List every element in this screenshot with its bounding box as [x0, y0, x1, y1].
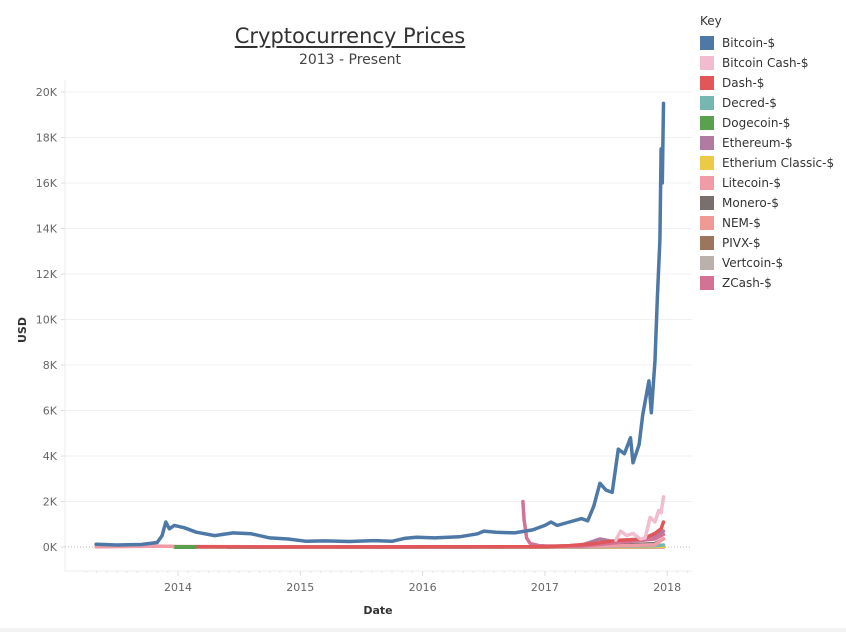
legend-item[interactable]: Decred-$ — [700, 93, 834, 113]
series-line-dash — [194, 520, 666, 549]
legend-swatch — [700, 36, 714, 50]
legend-label: Dogecoin-$ — [722, 116, 791, 130]
legend-item[interactable]: Litecoin-$ — [700, 173, 834, 193]
legend-item[interactable]: NEM-$ — [700, 213, 834, 233]
x-axis-ticks: 2014 2015 2016 2017 2018 — [85, 571, 689, 594]
y-axis-title: USD — [16, 317, 29, 343]
y-tick-label: 2K — [43, 496, 58, 509]
legend-label: Ethereum-$ — [722, 136, 793, 150]
legend-swatch — [700, 116, 714, 130]
legend-title: Key — [700, 14, 722, 28]
legend: Key Bitcoin-$ Bitcoin Cash-$ Dash-$ Decred-… — [700, 14, 834, 293]
legend-label: Etherium Classic-$ — [722, 156, 835, 170]
x-tick-label: 2016 — [409, 581, 437, 594]
legend-item[interactable]: Monero-$ — [700, 193, 834, 213]
legend-label: Vertcoin-$ — [722, 256, 784, 270]
legend-label: ZCash-$ — [722, 276, 772, 290]
legend-label: Dash-$ — [722, 76, 765, 90]
chart-title: Cryptocurrency Prices — [234, 24, 466, 48]
legend-item[interactable]: Bitcoin-$ — [700, 33, 834, 53]
legend-item[interactable]: Dash-$ — [700, 73, 834, 93]
legend-swatch — [700, 76, 714, 90]
y-axis-ticks: 0K 2K 4K 6K 8K 10K 12K 14K 16K 18K 20K — [36, 86, 65, 554]
y-tick-label: 20K — [36, 86, 58, 99]
y-tick-label: 10K — [36, 314, 58, 327]
y-tick-label: 8K — [43, 359, 58, 372]
legend-item[interactable]: Etherium Classic-$ — [700, 153, 834, 173]
y-tick-label: 12K — [36, 268, 58, 281]
legend-swatch — [700, 96, 714, 110]
legend-swatch — [700, 196, 714, 210]
legend-label: PIVX-$ — [722, 236, 761, 250]
series-lines — [94, 101, 666, 549]
y-tick-label: 16K — [36, 177, 58, 190]
legend-label: Bitcoin-$ — [722, 36, 776, 50]
legend-item[interactable]: PIVX-$ — [700, 233, 834, 253]
legend-item[interactable]: ZCash-$ — [700, 273, 834, 293]
y-tick-label: 4K — [43, 450, 58, 463]
legend-label: Decred-$ — [722, 96, 777, 110]
legend-swatch — [700, 136, 714, 150]
legend-swatch — [700, 176, 714, 190]
legend-swatch — [700, 276, 714, 290]
series-line-bitcoin-cash — [614, 495, 666, 542]
legend-item[interactable]: Ethereum-$ — [700, 133, 834, 153]
series-line-bitcoin — [94, 101, 666, 547]
x-axis-title: Date — [363, 604, 392, 617]
footer-bar — [0, 628, 846, 632]
legend-item[interactable]: Vertcoin-$ — [700, 253, 834, 273]
y-tick-label: 0K — [43, 541, 58, 554]
gridlines — [64, 80, 692, 572]
legend-swatch — [700, 256, 714, 270]
x-tick-label: 2017 — [531, 581, 559, 594]
legend-swatch — [700, 56, 714, 70]
legend-label: Litecoin-$ — [722, 176, 781, 190]
legend-swatch — [700, 156, 714, 170]
legend-label: NEM-$ — [722, 216, 761, 230]
x-tick-label: 2014 — [164, 581, 192, 594]
legend-swatch — [700, 216, 714, 230]
legend-swatch — [700, 236, 714, 250]
x-tick-label: 2015 — [286, 581, 314, 594]
y-tick-label: 6K — [43, 405, 58, 418]
y-tick-label: 18K — [36, 132, 58, 145]
x-tick-label: 2018 — [653, 581, 681, 594]
legend-label: Bitcoin Cash-$ — [722, 56, 809, 70]
chart-subtitle: 2013 - Present — [298, 52, 402, 68]
legend-item[interactable]: Bitcoin Cash-$ — [700, 53, 834, 73]
legend-item[interactable]: Dogecoin-$ — [700, 113, 834, 133]
legend-label: Monero-$ — [722, 196, 779, 210]
y-tick-label: 14K — [36, 223, 58, 236]
